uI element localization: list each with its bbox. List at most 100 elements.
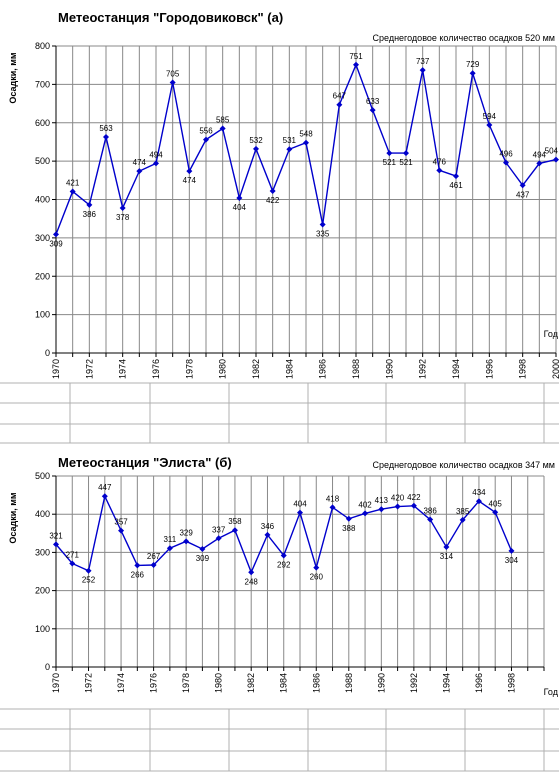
data-label: 378 (116, 213, 130, 222)
data-label: 532 (249, 136, 263, 145)
data-label: 309 (196, 554, 210, 563)
data-label: 437 (516, 190, 530, 199)
y-tick-labels: 0 100 200 300 400 500 (35, 471, 50, 672)
data-label: 494 (149, 150, 163, 159)
data-point (419, 67, 426, 74)
data-point (69, 188, 76, 195)
series (53, 61, 559, 238)
data-label: 335 (316, 229, 330, 238)
data-label: 404 (293, 500, 307, 509)
x-axis-label: Год (544, 329, 559, 339)
data-label: 633 (366, 97, 380, 106)
y-tick-label: 100 (35, 624, 50, 634)
data-label: 358 (228, 517, 242, 526)
data-point (219, 125, 226, 132)
x-tick-label: 1978 (184, 359, 194, 379)
x-tick-label: 1974 (118, 359, 128, 379)
data-point (319, 221, 326, 228)
data-point (503, 159, 509, 166)
data-label: 729 (466, 60, 480, 69)
x-tick-label: 1986 (311, 673, 321, 693)
y-axis-label: Осадки, мм (8, 52, 18, 104)
data-point (264, 531, 271, 538)
data-label: 346 (261, 522, 275, 531)
series (53, 493, 515, 576)
data-point (215, 535, 222, 542)
data-point (475, 498, 482, 505)
data-label: 413 (375, 496, 389, 505)
data-label: 474 (183, 176, 197, 185)
data-point (427, 516, 434, 523)
data-label: 494 (533, 150, 547, 159)
data-label: 385 (456, 507, 470, 516)
data-point (103, 133, 109, 140)
data-point (69, 560, 76, 567)
data-label: 420 (391, 494, 405, 503)
data-label: 521 (383, 158, 397, 167)
data-point (53, 231, 59, 238)
data-point (453, 173, 459, 180)
x-tick-label: 1996 (484, 359, 494, 379)
x-tick-label: 1990 (384, 359, 394, 379)
data-label: 405 (489, 499, 503, 508)
x-tick-label: 1994 (441, 673, 451, 693)
data-label: 751 (349, 52, 363, 61)
data-point (85, 567, 92, 574)
data-point (134, 562, 141, 569)
data-label: 357 (114, 518, 128, 527)
data-label: 496 (499, 150, 513, 159)
data-point (386, 150, 393, 157)
spreadsheet-background (0, 382, 559, 772)
data-point (492, 509, 499, 516)
y-tick-label: 100 (35, 310, 50, 320)
x-tick-label: 1992 (418, 359, 428, 379)
data-point (443, 544, 450, 551)
data-label: 329 (179, 528, 193, 537)
chart-gorodovikovsk: Метеостанция "Городовиковск" (а) Среднег… (8, 10, 559, 379)
data-point (536, 160, 543, 167)
data-label: 705 (166, 69, 180, 78)
chart-title: Метеостанция "Городовиковск" (а) (58, 10, 283, 25)
x-tick-label: 1982 (246, 673, 256, 693)
data-point (336, 101, 343, 108)
data-label: 474 (133, 158, 147, 167)
data-point (394, 503, 401, 510)
data-point (231, 527, 238, 534)
x-tick-label: 1986 (318, 359, 328, 379)
data-point (469, 70, 476, 77)
data-label: 267 (147, 552, 161, 561)
data-point (403, 150, 409, 157)
data-point (236, 194, 243, 201)
y-tick-label: 0 (45, 348, 50, 358)
x-tick-label: 1972 (84, 359, 94, 379)
data-point (378, 506, 385, 513)
data-labels: 3094213865633784744947054745565854045324… (49, 52, 558, 249)
data-label: 266 (131, 570, 145, 579)
data-point (313, 564, 320, 571)
y-tick-label: 200 (35, 586, 50, 596)
x-tick-label: 2000 (551, 359, 559, 379)
data-label: 252 (82, 576, 96, 585)
data-point (345, 515, 352, 522)
axes (52, 475, 545, 671)
y-tick-labels: 0 100 200 300 400 500 600 700 800 (35, 41, 50, 358)
y-tick-label: 300 (35, 233, 50, 243)
y-axis-label: Осадки, мм (8, 492, 18, 544)
x-tick-label: 1976 (149, 673, 159, 693)
data-point (280, 552, 287, 559)
data-label: 422 (407, 493, 421, 502)
data-label: 292 (277, 560, 291, 569)
x-tick-label: 1988 (351, 359, 361, 379)
data-point (353, 61, 359, 68)
data-label: 260 (310, 573, 324, 582)
data-label: 548 (299, 130, 313, 139)
x-tick-label: 1988 (344, 673, 354, 693)
data-label: 402 (358, 500, 372, 509)
x-axis-label: Год (544, 687, 559, 697)
data-point (118, 527, 125, 534)
x-tick-label: 1972 (84, 673, 94, 693)
data-label: 314 (440, 552, 454, 561)
x-tick-label: 1998 (518, 359, 528, 379)
data-point (410, 502, 417, 509)
